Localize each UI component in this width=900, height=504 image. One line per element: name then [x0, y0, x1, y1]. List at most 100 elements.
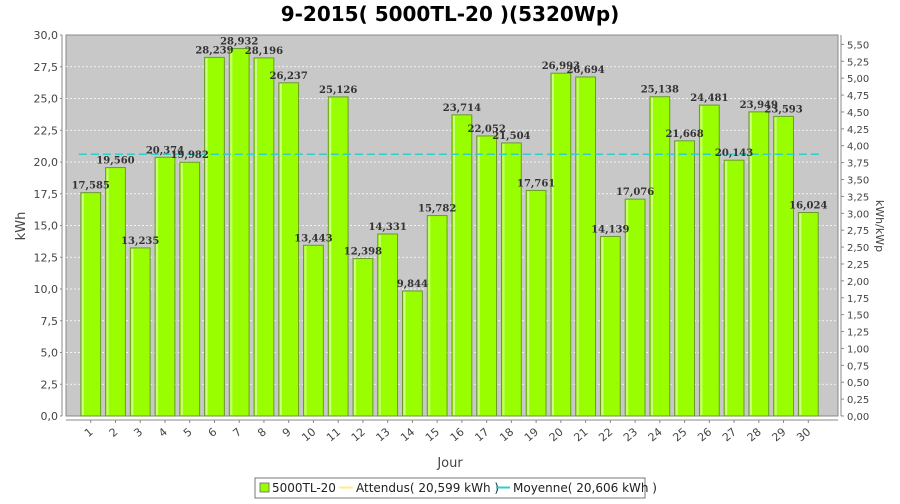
y-tick-label: 7,5	[41, 315, 59, 328]
y-tick-label: 22,5	[34, 124, 59, 137]
bars-layer	[80, 48, 819, 417]
bar	[575, 76, 597, 417]
bar-highlight	[205, 58, 208, 416]
data-label: 26,993	[542, 61, 580, 72]
bar-highlight	[799, 213, 802, 415]
bar	[253, 57, 275, 417]
data-label: 28,932	[220, 37, 258, 48]
bar-highlight	[230, 49, 233, 415]
x-tick-label: 23	[621, 425, 640, 444]
x-tick-label: 5	[181, 425, 195, 439]
y-tick-label: 20,0	[34, 156, 59, 169]
data-label: 15,782	[418, 204, 456, 215]
x-tick-label: 13	[374, 425, 393, 444]
chart-title: 9-2015( 5000TL-20 )(5320Wp)	[281, 2, 620, 26]
x-tick-label: 26	[695, 425, 714, 444]
data-label: 19,982	[171, 150, 209, 161]
bar-highlight	[279, 83, 282, 415]
y2-tick-label: 4,75	[847, 91, 869, 102]
y2-tick-label: 0,50	[847, 378, 869, 389]
x-tick-label: 3	[131, 425, 145, 439]
data-label: 14,331	[369, 222, 407, 233]
y2-tick-label: 1,50	[847, 311, 869, 322]
bar	[797, 211, 819, 417]
bar	[80, 192, 102, 417]
y2-tick-label: 5,00	[847, 74, 869, 85]
x-tick-label: 19	[522, 425, 541, 444]
y2-tick-label: 3,50	[847, 176, 869, 187]
bar-highlight	[502, 143, 505, 415]
bar	[525, 189, 547, 417]
bar	[550, 72, 572, 417]
data-label: 24,481	[690, 93, 728, 104]
bar	[278, 82, 300, 417]
y2-tick-label: 3,75	[847, 159, 869, 170]
bar-highlight	[551, 74, 554, 415]
x-tick-label: 22	[596, 425, 615, 444]
bar	[451, 114, 473, 417]
legend-box	[254, 477, 646, 499]
data-label: 28,239	[195, 45, 233, 56]
y-tick-label: 27,5	[34, 61, 59, 74]
bar	[303, 244, 324, 417]
bar	[599, 235, 621, 417]
bar	[723, 159, 745, 417]
data-label: 13,235	[121, 236, 159, 247]
data-label: 14,139	[591, 224, 629, 235]
x-tick-label: 30	[794, 425, 813, 444]
bar	[402, 290, 423, 417]
y-tick-label: 2,5	[41, 378, 59, 391]
y2-tick-label: 1,75	[847, 294, 869, 305]
y2-tick-label: 3,00	[847, 209, 869, 220]
bar	[748, 111, 770, 417]
bar-highlight	[354, 259, 357, 415]
data-label: 26,237	[270, 71, 308, 82]
y2-tick-label: 5,25	[847, 57, 869, 68]
y2-tick-label: 2,00	[847, 277, 869, 288]
legend: 5000TL-20 Attendus( 20,599 kWh ) Moyenne( …	[254, 477, 657, 499]
data-label: 20,143	[715, 148, 753, 159]
y-axis-label: kWh	[14, 212, 29, 241]
y2-tick-label: 2,50	[847, 243, 869, 254]
data-label: 17,585	[72, 181, 110, 192]
x-tick-label: 8	[255, 425, 269, 439]
bar-highlight	[106, 168, 109, 415]
bar	[154, 156, 176, 417]
legend-label: Attendus( 20,599 kWh )	[356, 481, 499, 495]
bar-highlight	[255, 58, 258, 416]
data-label: 16,024	[789, 200, 827, 211]
bar-highlight	[601, 237, 604, 415]
data-label: 25,126	[319, 85, 357, 96]
bar-highlight	[304, 246, 307, 415]
y2-axis-label: kWh/kWp	[873, 200, 886, 252]
bar-highlight	[576, 77, 579, 415]
y2-tick-label: 1,00	[847, 344, 869, 355]
x-tick-label: 27	[720, 425, 739, 444]
x-tick-label: 6	[206, 425, 220, 439]
y-tick-label: 10,0	[34, 283, 59, 296]
bar-highlight	[626, 200, 629, 415]
y2-tick-label: 1,25	[847, 328, 869, 339]
data-label: 23,593	[764, 104, 802, 115]
data-label: 17,761	[517, 178, 555, 189]
x-tick-label: 24	[646, 425, 665, 444]
y-tick-label: 30,0	[34, 29, 59, 42]
y2-tick-label: 0,25	[847, 395, 869, 406]
x-tick-label: 25	[670, 425, 689, 444]
y-tick-label: 12,5	[34, 251, 59, 264]
bar-highlight	[131, 248, 134, 415]
x-tick-label: 7	[230, 425, 244, 439]
x-axis-label: Jour	[436, 456, 463, 471]
x-tick-label: 20	[547, 425, 566, 444]
x-tick-label: 2	[107, 425, 121, 439]
legend-swatch	[259, 482, 270, 493]
data-label: 26,694	[566, 65, 604, 76]
bar	[129, 247, 151, 417]
bar	[624, 198, 646, 417]
bar-highlight	[81, 193, 84, 415]
x-tick-label: 4	[156, 425, 170, 439]
bar	[674, 140, 695, 417]
